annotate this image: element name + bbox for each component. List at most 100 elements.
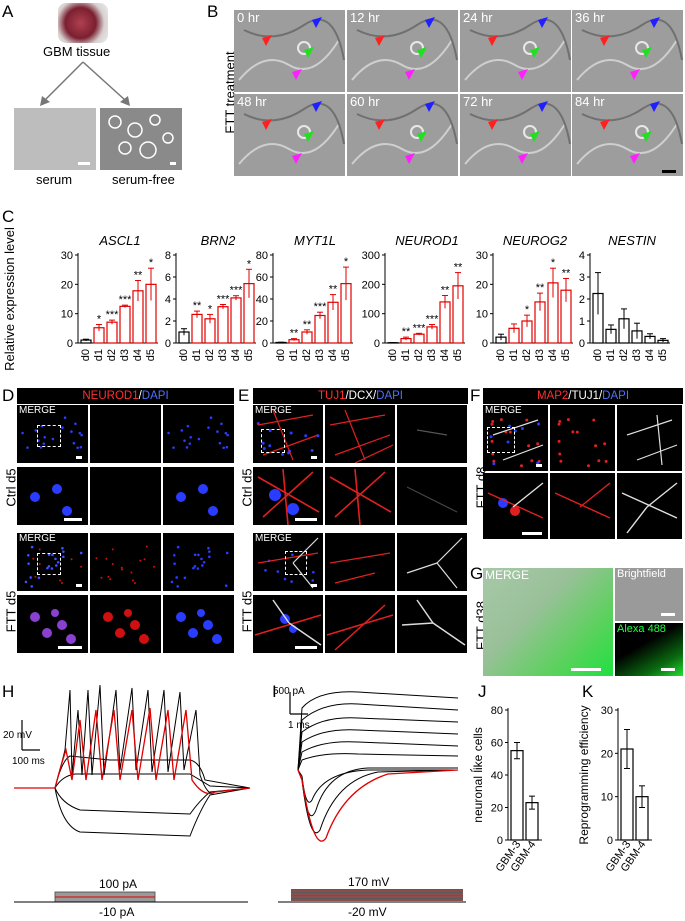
inset-box xyxy=(285,551,307,575)
significance-label: ** xyxy=(290,328,299,340)
fluorescence-image: MERGE xyxy=(17,405,88,463)
fluorescence-image xyxy=(325,467,395,525)
nucleus xyxy=(197,553,200,557)
panel-d-header: NEUROD1/DAPI xyxy=(17,388,234,404)
neurite xyxy=(626,419,673,436)
nucleus xyxy=(559,459,563,463)
cell-body xyxy=(523,125,537,139)
arrowhead-marker xyxy=(518,69,528,80)
nucleus xyxy=(109,578,112,581)
nucleus xyxy=(506,440,510,444)
nucleus xyxy=(262,447,266,451)
cell-signal xyxy=(406,537,463,589)
nucleus xyxy=(222,446,225,450)
timepoint-label: 60 hr xyxy=(350,94,380,109)
header-sep: /TUJ1/ xyxy=(568,390,603,402)
neurite xyxy=(406,562,438,574)
i-y-scale: 500 pA xyxy=(273,686,305,697)
nucleus xyxy=(209,416,213,420)
merge-label: MERGE xyxy=(485,568,530,582)
header-marker-1: TUJ1 xyxy=(318,390,346,402)
y-tick-label: 0 xyxy=(497,835,503,847)
neurite xyxy=(292,537,319,564)
nucleus xyxy=(537,422,541,426)
panel-label-f: F xyxy=(470,386,481,405)
nucleus xyxy=(56,560,60,564)
cell-signal xyxy=(557,418,608,468)
significance-label: * xyxy=(344,256,349,268)
merge-label: MERGE xyxy=(255,533,292,544)
nucleus xyxy=(536,461,540,465)
timepoint-label: 72 hr xyxy=(463,94,493,109)
cell-texture xyxy=(464,17,571,81)
cell-texture xyxy=(238,101,345,165)
merge-label: MERGE xyxy=(255,405,292,416)
significance-label: ** xyxy=(454,262,463,274)
fluorescence-image xyxy=(253,595,323,653)
nucleus xyxy=(594,444,598,448)
fluorescence-image xyxy=(617,473,682,539)
panel-label-b: B xyxy=(207,2,219,21)
nucleus xyxy=(27,562,30,565)
nucleus xyxy=(558,452,562,456)
y-tick-label: 30 xyxy=(601,705,613,717)
cell-process xyxy=(581,18,683,61)
nucleus xyxy=(100,576,103,579)
y-tick-label: 0 xyxy=(607,835,613,847)
nucleus xyxy=(224,584,228,588)
x-tick-label: d0 xyxy=(387,349,399,361)
nucleus xyxy=(131,579,134,582)
y-tick-label: 20 xyxy=(61,279,73,291)
significance-label: ** xyxy=(329,284,338,296)
x-tick-label: d5 xyxy=(340,349,352,361)
neurite xyxy=(416,429,448,436)
nucleus xyxy=(208,550,211,553)
scale-bar xyxy=(76,456,82,459)
chart-title: NEUROG2 xyxy=(503,233,568,248)
neurite xyxy=(502,444,544,461)
significance-label: *** xyxy=(314,301,328,313)
x-tick-label: d4 xyxy=(230,349,242,361)
cell-body xyxy=(523,41,537,55)
cell-body xyxy=(410,41,424,55)
nucleus xyxy=(289,431,293,435)
bar xyxy=(510,750,524,841)
significance-label: *** xyxy=(217,294,231,306)
x-tick-label: d4 xyxy=(644,349,656,361)
cell-signal xyxy=(621,482,678,534)
nucleus xyxy=(54,557,57,561)
nucleus xyxy=(276,570,280,573)
timelapse-frame: 72 hr xyxy=(460,94,571,176)
x-tick-label: d3 xyxy=(631,349,643,361)
neurite xyxy=(272,409,294,461)
fluorescence-image xyxy=(163,405,234,463)
y-tick-label: 8 xyxy=(165,250,171,262)
neurite xyxy=(254,614,322,636)
nucleus xyxy=(499,418,503,422)
cell-signal xyxy=(254,599,322,646)
y-tick-label: 0 xyxy=(579,338,585,350)
nucleus xyxy=(597,459,601,463)
nucleus xyxy=(208,506,218,516)
arrowhead-marker xyxy=(417,47,427,58)
panel-f-header: MAP2/TUJ1/DAPI xyxy=(483,388,683,404)
nucleus xyxy=(79,551,83,555)
j-ylabel-line2: neuronal like cells xyxy=(471,727,485,822)
cell-signal xyxy=(257,537,319,589)
cell-signal xyxy=(90,405,161,463)
nucleus xyxy=(180,429,184,432)
brightfield-label: Brightfield xyxy=(617,568,666,580)
nucleus xyxy=(225,551,229,555)
nucleus xyxy=(520,427,524,431)
arrowhead-marker xyxy=(262,35,272,46)
nucleus xyxy=(50,567,54,570)
fluorescence-image xyxy=(483,473,548,539)
significance-label: *** xyxy=(426,314,440,326)
fluorescence-image xyxy=(397,595,467,653)
significance-label: *** xyxy=(106,309,120,321)
timelapse-frame: 0 hr xyxy=(234,10,345,92)
cell-signal xyxy=(257,468,320,525)
significance-label: * xyxy=(551,257,556,269)
arrowhead-marker xyxy=(630,69,640,80)
nucleus xyxy=(310,448,314,452)
